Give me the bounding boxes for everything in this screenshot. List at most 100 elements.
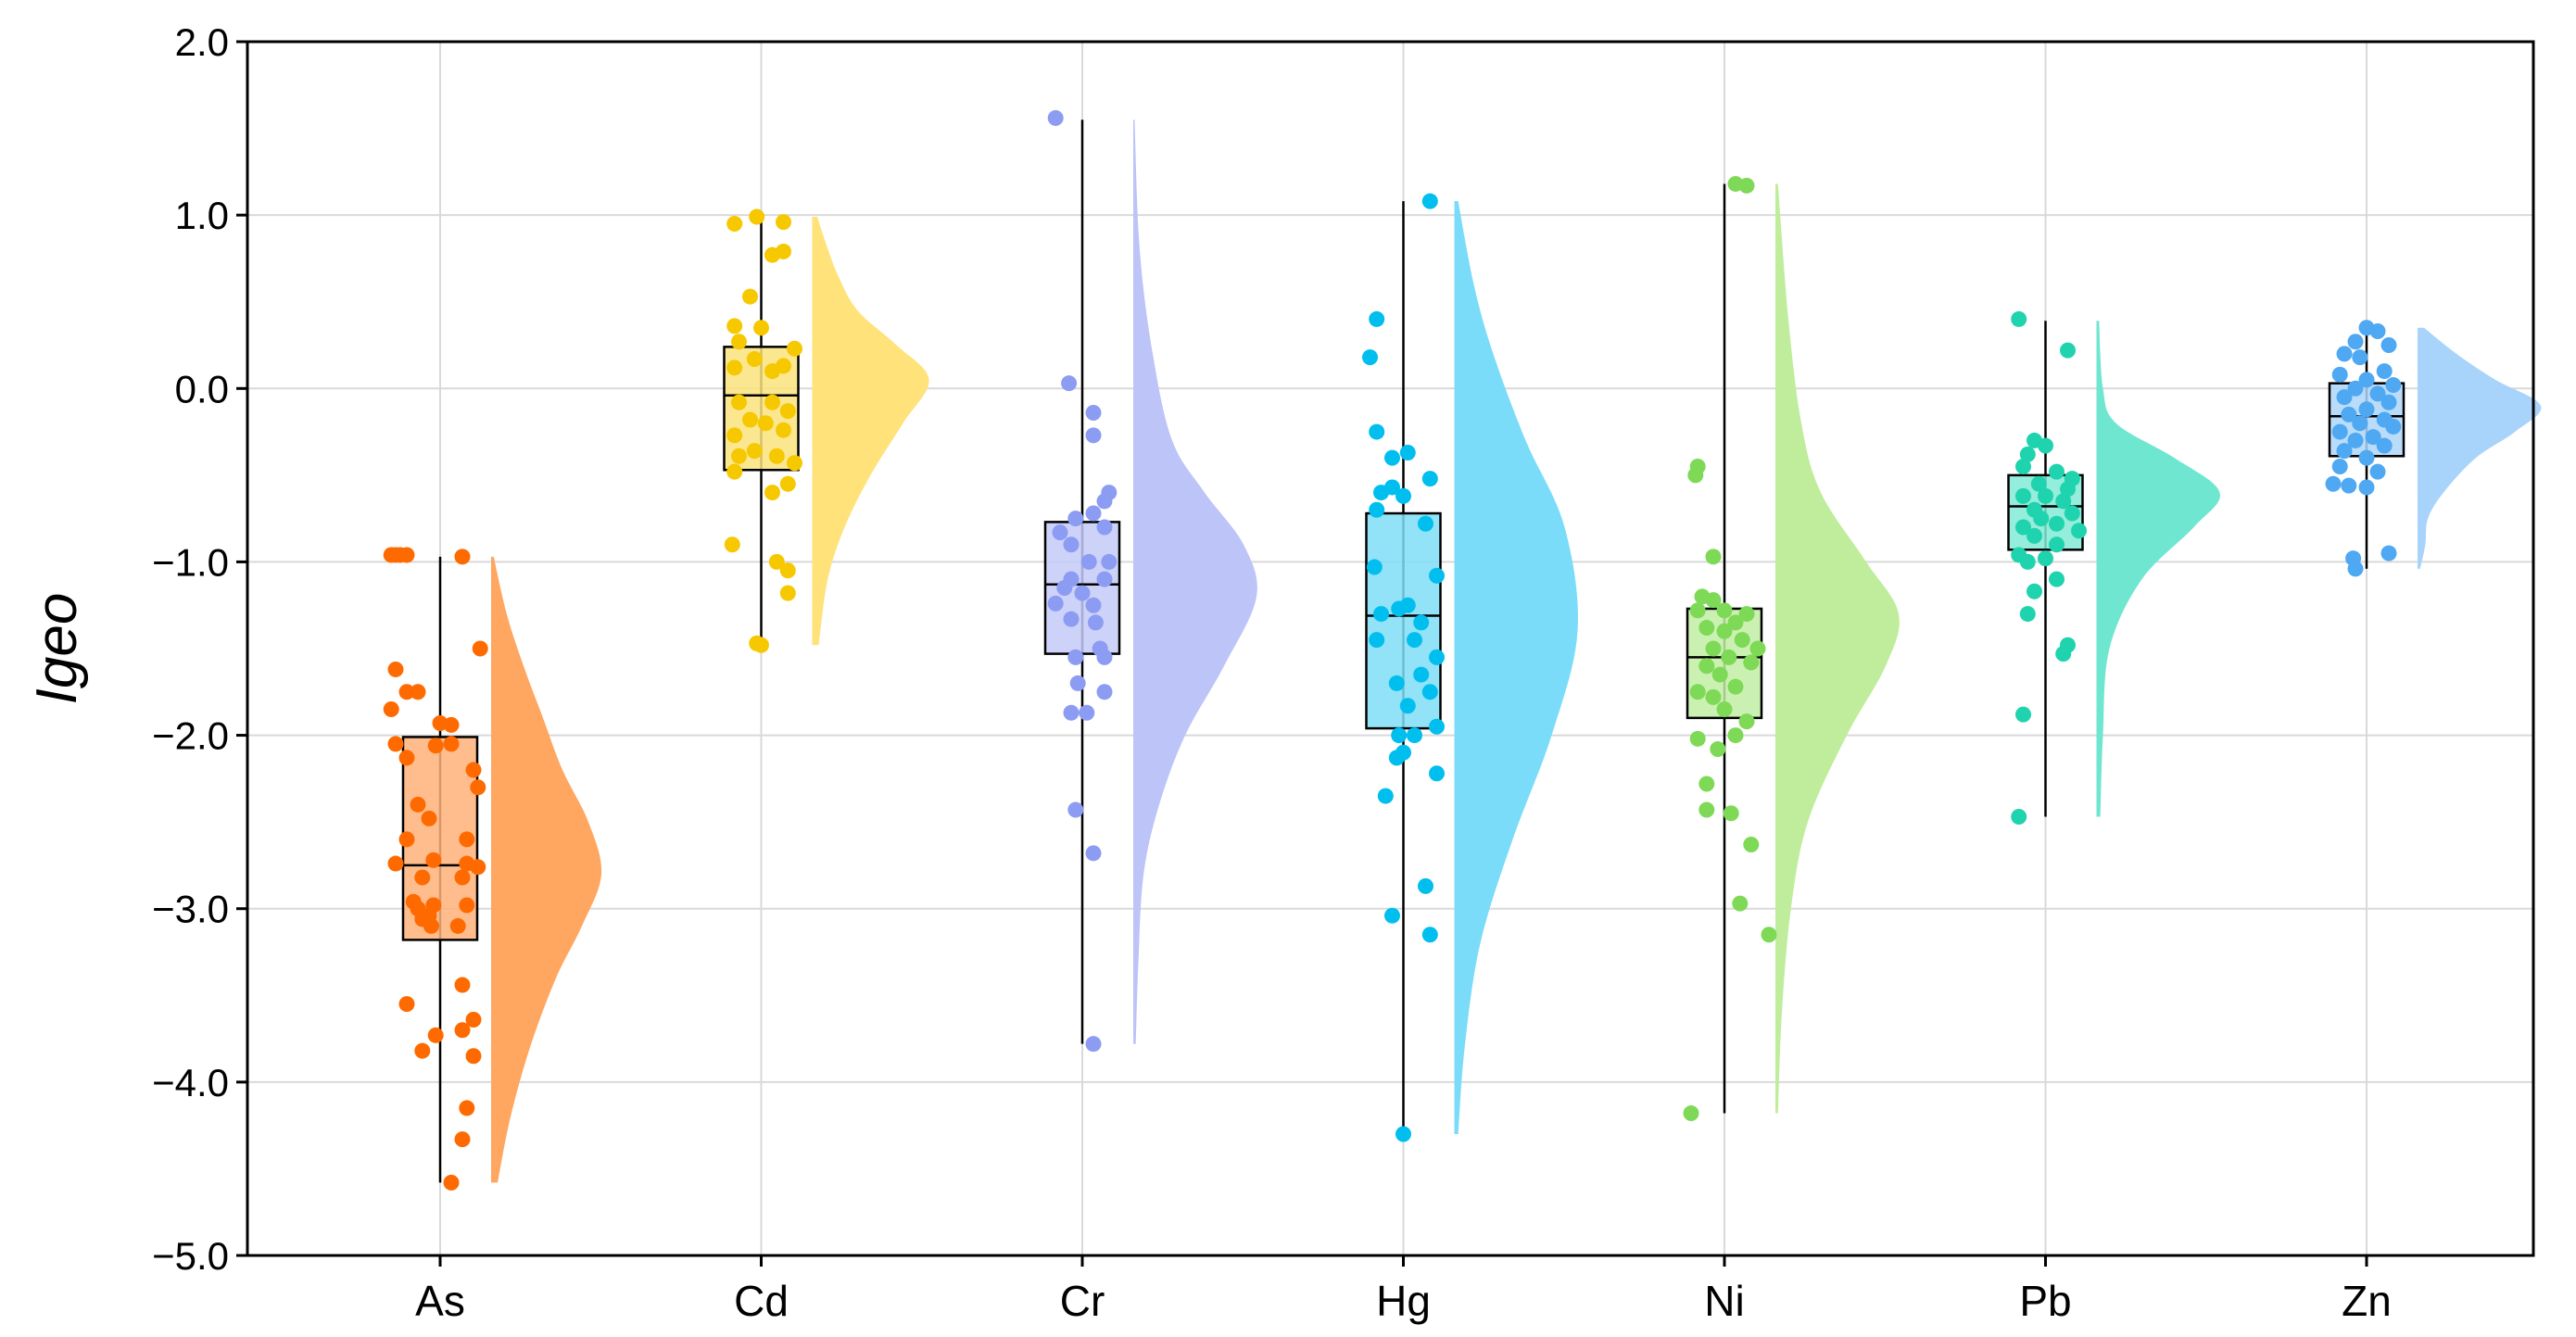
point-Hg [1384, 907, 1400, 924]
point-Hg [1369, 423, 1385, 440]
data-points [383, 109, 2402, 1191]
x-axis-ticks: As Cd Cr Hg Ni Pb Zn [415, 1255, 2392, 1325]
point-Zn [2380, 545, 2397, 561]
point-Zn [2376, 363, 2393, 380]
point-Ni [1738, 713, 1755, 730]
point-Cd [724, 536, 740, 553]
point-As [398, 996, 415, 1013]
point-Pb [2049, 463, 2065, 480]
point-Zn [2365, 429, 2381, 446]
point-As [465, 1011, 482, 1028]
point-Cr [1101, 553, 1118, 570]
point-Cr [1085, 404, 1102, 421]
point-Cd [776, 422, 791, 438]
point-Pb [2060, 342, 2076, 359]
point-Cd [776, 214, 791, 231]
point-Zn [2358, 449, 2375, 466]
point-Ni [1743, 654, 1760, 671]
point-Hg [1429, 765, 1445, 782]
point-Ni [1698, 801, 1715, 818]
point-Cr [1085, 1036, 1102, 1053]
point-Hg [1421, 193, 1438, 209]
point-Pb [2027, 527, 2042, 544]
point-Cr [1085, 845, 1102, 862]
point-Ni [1749, 640, 1766, 657]
point-Ni [1705, 688, 1722, 705]
point-As [383, 701, 399, 717]
point-Zn [2376, 437, 2393, 454]
point-As [387, 855, 404, 872]
point-Ni [1687, 467, 1704, 484]
point-Cd [746, 350, 763, 367]
point-As [427, 738, 444, 754]
point-Cd [779, 475, 796, 492]
point-Ni [1689, 730, 1706, 747]
point-As [465, 1048, 482, 1065]
point-Cr [1096, 493, 1113, 510]
point-Ni [1738, 177, 1755, 194]
point-Ni [1738, 606, 1755, 623]
point-Hg [1384, 449, 1400, 466]
point-Cd [779, 403, 796, 420]
point-Cr [1069, 675, 1086, 691]
point-Cr [1067, 801, 1084, 818]
point-Hg [1413, 666, 1430, 683]
point-Pb [2019, 446, 2036, 462]
x-category-label: Cd [734, 1277, 789, 1325]
point-Cd [757, 415, 774, 432]
point-Ni [1698, 620, 1715, 637]
x-category-label: As [415, 1277, 465, 1325]
point-Cd [749, 208, 765, 225]
point-As [414, 869, 431, 886]
point-Ni [1716, 623, 1733, 639]
point-Cr [1087, 614, 1104, 631]
point-Zn [2352, 349, 2368, 366]
point-Zn [2380, 337, 2397, 353]
point-As [454, 869, 471, 886]
density-cloud-Pb [2096, 321, 2220, 817]
point-Ni [1689, 684, 1706, 700]
point-Cr [1052, 524, 1068, 541]
point-Pb [2027, 583, 2042, 599]
point-As [398, 684, 415, 700]
point-As [421, 810, 437, 826]
y-tick-label: 1.0 [175, 194, 229, 237]
point-Cr [1085, 427, 1102, 444]
point-Ni [1727, 678, 1744, 695]
point-Hg [1362, 349, 1378, 366]
x-category-label: Zn [2342, 1277, 2392, 1325]
point-Cr [1063, 536, 1080, 553]
y-tick-label: 0.0 [175, 367, 229, 410]
point-Hg [1399, 698, 1416, 714]
point-Ni [1727, 614, 1744, 631]
point-Cd [779, 562, 796, 579]
point-Cd [726, 359, 743, 376]
point-Cr [1063, 704, 1080, 721]
point-Hg [1399, 445, 1416, 461]
point-As [423, 917, 439, 934]
point-As [398, 547, 415, 563]
point-Cr [1074, 585, 1091, 601]
point-Hg [1369, 310, 1385, 327]
point-Cr [1096, 649, 1113, 665]
x-category-label: Ni [1704, 1277, 1744, 1325]
y-tick-label: −5.0 [152, 1234, 229, 1278]
point-Zn [2369, 463, 2386, 480]
point-As [454, 977, 471, 993]
point-Cd [753, 320, 769, 336]
point-Zn [2347, 432, 2364, 448]
point-Zn [2380, 394, 2397, 410]
point-Zn [2347, 561, 2364, 577]
point-As [443, 716, 460, 733]
point-Hg [1388, 675, 1405, 691]
point-Cr [1096, 519, 1113, 536]
point-Cr [1061, 375, 1078, 392]
point-Zn [2358, 401, 2375, 418]
point-Hg [1418, 877, 1433, 894]
point-Cr [1047, 109, 1064, 126]
point-Zn [2341, 477, 2357, 494]
point-Cd [726, 463, 743, 480]
point-Hg [1421, 471, 1438, 487]
point-Hg [1395, 487, 1411, 504]
point-Hg [1421, 684, 1438, 700]
